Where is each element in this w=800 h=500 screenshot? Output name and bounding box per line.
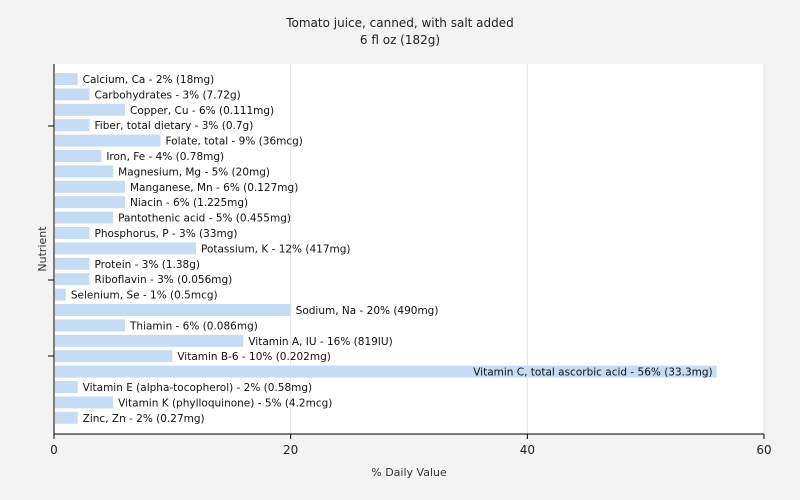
bar-label: Potassium, K - 12% (417mg) <box>201 243 351 255</box>
bar-label: Vitamin C, total ascorbic acid - 56% (33… <box>473 367 712 379</box>
bar <box>55 411 78 424</box>
bar <box>55 273 90 286</box>
bar-label: Selenium, Se - 1% (0.5mcg) <box>71 290 218 302</box>
bar <box>55 211 114 224</box>
x-axis-title: % Daily Value <box>371 466 447 479</box>
bar <box>55 350 173 363</box>
bar-label: Manganese, Mn - 6% (0.127mg) <box>130 182 298 194</box>
bar-label: Carbohydrates - 3% (7.72g) <box>95 89 241 101</box>
bar-label: Copper, Cu - 6% (0.111mg) <box>130 105 274 117</box>
bar-label: Pantothenic acid - 5% (0.455mg) <box>118 213 291 225</box>
bar <box>55 88 90 101</box>
x-tick-label: 40 <box>520 443 535 457</box>
bar-label: Vitamin E (alpha-tocopherol) - 2% (0.58m… <box>83 382 313 394</box>
bar-label: Riboflavin - 3% (0.056mg) <box>95 274 233 286</box>
bar <box>55 319 125 332</box>
bar <box>55 103 125 116</box>
x-tick-label: 60 <box>756 443 771 457</box>
bar-label: Vitamin B-6 - 10% (0.202mg) <box>177 351 331 363</box>
bar <box>55 134 161 147</box>
bar <box>55 304 291 316</box>
bar <box>55 334 244 347</box>
bar-label: Iron, Fe - 4% (0.78mg) <box>106 151 224 163</box>
bar <box>55 180 125 193</box>
bar-label: Protein - 3% (1.38g) <box>95 259 201 271</box>
bar-label: Folate, total - 9% (36mcg) <box>166 136 303 148</box>
y-axis-ticks <box>48 125 54 357</box>
bar <box>55 119 90 132</box>
bar-label: Vitamin K (phylloquinone) - 5% (4.2mcg) <box>118 397 332 409</box>
bar <box>55 257 90 270</box>
bar-label: Niacin - 6% (1.225mg) <box>130 197 248 209</box>
chart-subtitle: 6 fl oz (182g) <box>360 33 440 47</box>
bar-label: Magnesium, Mg - 5% (20mg) <box>118 166 270 178</box>
bar-label: Phosphorus, P - 3% (33mg) <box>95 228 238 240</box>
bar <box>55 381 78 393</box>
bar-label: Thiamin - 6% (0.086mg) <box>129 320 258 332</box>
chart-title: Tomato juice, canned, with salt added <box>285 16 514 30</box>
bar <box>55 196 125 209</box>
bar-label: Calcium, Ca - 2% (18mg) <box>83 74 215 86</box>
bar <box>55 242 196 255</box>
bar <box>55 288 66 301</box>
bar <box>55 150 102 162</box>
y-axis-title: Nutrient <box>36 226 49 272</box>
bar <box>55 227 90 239</box>
bar-label: Zinc, Zn - 2% (0.27mg) <box>83 413 205 425</box>
x-axis-ticks: 0 20 40 60 <box>50 434 772 457</box>
bar <box>55 396 114 409</box>
x-tick-label: 20 <box>283 443 298 457</box>
bar <box>55 365 717 378</box>
bar <box>55 73 78 85</box>
x-tick-label: 0 <box>50 443 58 457</box>
bars: Calcium, Ca - 2% (18mg) Carbohydrates - 3… <box>55 73 717 425</box>
bar-label: Fiber, total dietary - 3% (0.7g) <box>95 120 254 132</box>
bar <box>55 165 114 178</box>
bar-label: Sodium, Na - 20% (490mg) <box>296 305 439 317</box>
bar-label: Vitamin A, IU - 16% (819IU) <box>248 336 392 348</box>
